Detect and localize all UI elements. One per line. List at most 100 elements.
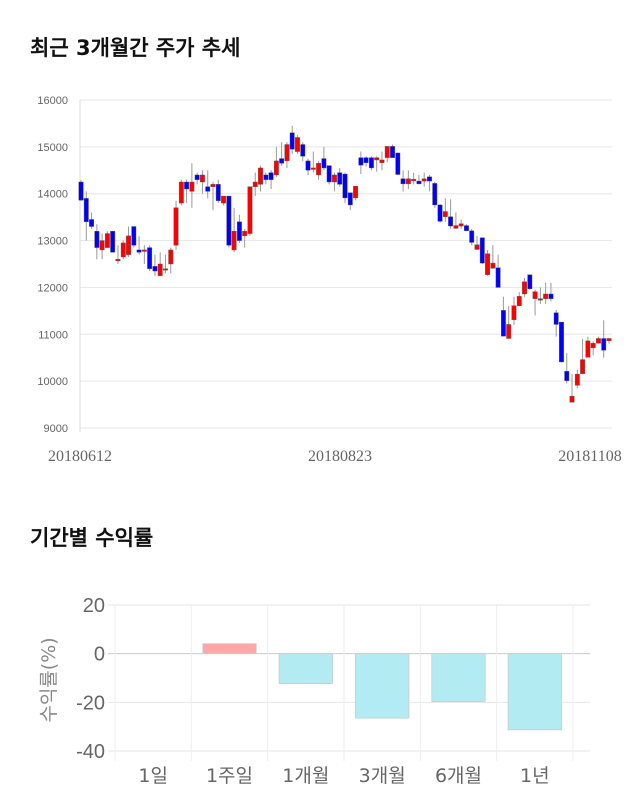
candle-body	[316, 163, 321, 176]
candle-body	[490, 262, 496, 269]
price-chart-title: 최근 3개월간 주가 추세	[30, 36, 241, 60]
candle-body	[511, 305, 517, 320]
y-tick-label: 10000	[37, 376, 68, 388]
candle-body	[548, 293, 554, 299]
candle-body	[405, 178, 411, 185]
return-bar	[507, 653, 562, 731]
candle-body	[506, 324, 512, 339]
candle-body	[569, 395, 575, 403]
candle-body	[289, 132, 295, 150]
candle-body	[189, 181, 195, 192]
x-tick-label: 20180612	[48, 448, 112, 465]
candle-body	[453, 225, 459, 229]
candle-body	[252, 181, 258, 187]
candle-body	[395, 152, 401, 175]
candle-body	[284, 144, 290, 162]
candle-body	[263, 174, 269, 180]
candle-body	[559, 321, 564, 363]
candle-body	[432, 183, 438, 206]
candle-body	[110, 230, 116, 253]
candle-body	[141, 249, 147, 252]
candle-body	[400, 178, 406, 185]
candle-body	[374, 157, 380, 161]
candle-body	[342, 173, 348, 199]
candle-body	[157, 263, 163, 276]
candle-body	[469, 230, 475, 243]
candle-body	[300, 144, 306, 157]
candle-body	[152, 266, 158, 272]
candle-body	[580, 359, 586, 374]
candle-body	[458, 223, 464, 227]
candle-body	[384, 146, 390, 158]
return-bar	[355, 653, 410, 719]
candle-body	[416, 180, 422, 185]
candle-body	[522, 281, 527, 295]
x-tick-label: 1주일	[206, 765, 253, 787]
candle-body	[226, 195, 232, 246]
candle-body	[553, 312, 559, 325]
x-tick-label: 1년	[520, 765, 550, 787]
return-bar	[431, 653, 486, 703]
candle-body	[136, 249, 142, 253]
candle-body	[369, 157, 374, 169]
candle-body	[596, 338, 601, 344]
candle-body	[448, 216, 453, 227]
candle-body	[99, 240, 105, 251]
x-tick-label: 6개월	[435, 765, 482, 787]
candle-body	[564, 371, 570, 381]
candle-body	[479, 237, 485, 264]
candle-body	[168, 249, 174, 265]
candle-body	[590, 342, 596, 349]
candle-body	[205, 186, 211, 192]
candle-body	[295, 137, 300, 152]
candlestick-chart: 9000 10000 11000 12000 13000 14000 15000 16000 2…	[37, 95, 621, 465]
candle-body	[485, 253, 490, 275]
candle-body	[337, 172, 343, 185]
candle-body	[78, 181, 84, 201]
y-tick-label: 14000	[37, 189, 68, 201]
candle-body	[585, 340, 591, 358]
candle-body	[347, 192, 353, 206]
candle-body	[421, 178, 427, 182]
candle-body	[411, 178, 417, 181]
y-tick-label: 12000	[37, 282, 68, 294]
candle-body	[527, 274, 533, 290]
candle-body	[210, 184, 216, 187]
candle-body	[104, 233, 110, 248]
candle-body	[236, 221, 242, 241]
candle-body	[131, 226, 137, 246]
candle-body	[147, 247, 153, 269]
candle-body	[601, 338, 607, 351]
candle-body	[120, 242, 126, 258]
candle-body	[363, 157, 369, 163]
candle-body	[115, 259, 121, 262]
y-tick-label: 16000	[37, 95, 68, 107]
candle-body	[543, 293, 549, 299]
y-axis-label: 수익률(%)	[38, 637, 60, 722]
candle-body	[310, 167, 316, 170]
candle-body	[231, 230, 237, 251]
candle-body	[215, 184, 221, 201]
return-chart-title: 기간별 수익률	[30, 526, 154, 550]
y-tick-label: 15000	[37, 142, 68, 154]
x-tick-label: 20181108	[558, 448, 621, 465]
candle-body	[326, 165, 332, 183]
candle-body	[163, 268, 168, 271]
candle-body	[495, 267, 501, 288]
candle-body	[279, 158, 285, 164]
candle-body	[537, 298, 543, 301]
candle-body	[268, 172, 274, 180]
x-tick-label: 1일	[138, 765, 168, 787]
candle-body	[532, 291, 538, 299]
candle-body	[83, 198, 89, 223]
candle-body	[358, 157, 364, 166]
y-tick-label: 13000	[37, 236, 68, 248]
candle-body	[437, 204, 443, 222]
candle-body	[516, 296, 522, 306]
candle-body	[200, 174, 205, 183]
candle-body	[379, 159, 385, 163]
candle-body	[258, 167, 263, 185]
candle-body	[178, 181, 184, 204]
y-tick-label: -40	[76, 741, 105, 763]
